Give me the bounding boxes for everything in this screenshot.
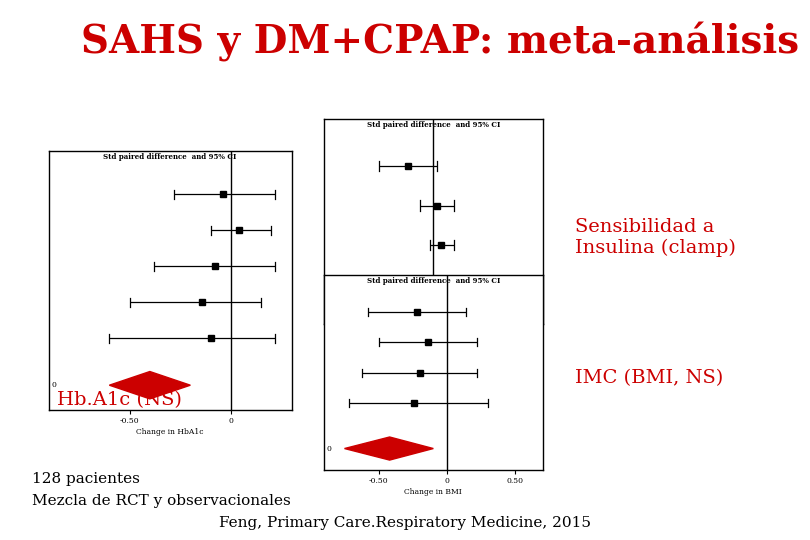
- Text: Std paired difference  and 95% CI: Std paired difference and 95% CI: [367, 277, 500, 285]
- Text: Sensibilidad a
Insulina (clamp): Sensibilidad a Insulina (clamp): [575, 218, 736, 257]
- Text: Std paired difference  and 95% CI: Std paired difference and 95% CI: [367, 121, 500, 129]
- Text: Std paired difference  and 95% CI: Std paired difference and 95% CI: [104, 153, 237, 161]
- Text: Feng, Primary Care.Respiratory Medicine, 2015: Feng, Primary Care.Respiratory Medicine,…: [219, 516, 591, 530]
- X-axis label: Change in BMI: Change in BMI: [404, 488, 463, 496]
- Text: 0: 0: [51, 381, 56, 389]
- Text: 128 pacientes: 128 pacientes: [32, 472, 140, 487]
- Text: 0: 0: [326, 444, 331, 453]
- Polygon shape: [109, 372, 190, 399]
- Text: Mezcla de RCT y observacionales: Mezcla de RCT y observacionales: [32, 494, 291, 508]
- Text: Hb.A1c (NS): Hb.A1c (NS): [57, 390, 181, 409]
- Polygon shape: [413, 281, 466, 312]
- Text: ): ): [326, 292, 329, 300]
- Text: IMC (BMI, NS): IMC (BMI, NS): [575, 369, 723, 387]
- Text: SAHS y DM+CPAP: meta-análisis: SAHS y DM+CPAP: meta-análisis: [81, 22, 799, 62]
- X-axis label: Change in insulin sensitivity: Change in insulin sensitivity: [379, 342, 488, 350]
- Polygon shape: [344, 437, 433, 460]
- X-axis label: Change in HbA1c: Change in HbA1c: [136, 428, 204, 436]
